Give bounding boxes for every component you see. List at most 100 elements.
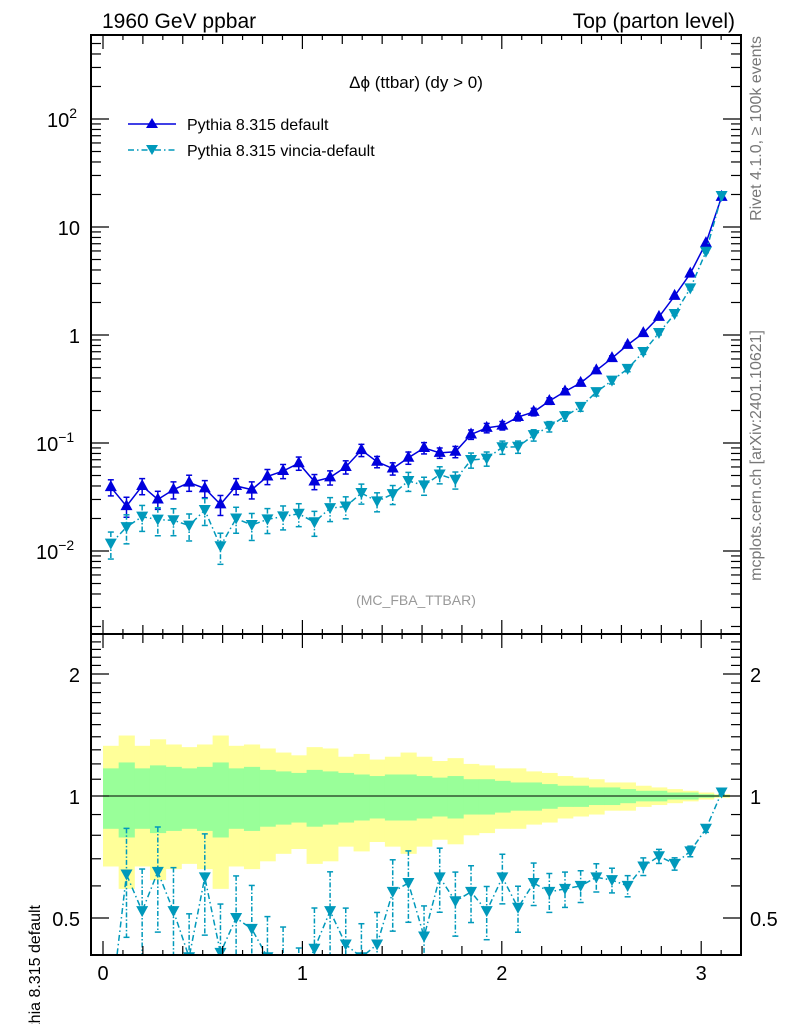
default-point-marker[interactable] xyxy=(324,470,337,482)
vincia-ratio-point-marker[interactable] xyxy=(339,939,352,951)
vincia-ratio-point-marker[interactable] xyxy=(480,906,493,918)
vincia-point-marker[interactable] xyxy=(230,513,243,525)
vincia-ratio-point-marker[interactable] xyxy=(433,872,446,884)
vincia-point-marker[interactable] xyxy=(574,401,587,413)
vincia-ratio-point-marker[interactable] xyxy=(715,787,728,799)
vincia-point-marker[interactable] xyxy=(136,511,149,523)
vincia-ratio-point-marker[interactable] xyxy=(151,866,164,878)
vincia-point-marker[interactable] xyxy=(512,441,525,453)
default-point-marker[interactable] xyxy=(668,288,681,300)
vincia-point-marker[interactable] xyxy=(684,283,697,295)
default-point-marker[interactable] xyxy=(449,444,462,456)
vincia-ratio-point-marker[interactable] xyxy=(699,823,712,835)
vincia-ratio-point-marker[interactable] xyxy=(574,880,587,892)
vincia-ratio-point-marker[interactable] xyxy=(512,902,525,914)
default-point-marker[interactable] xyxy=(308,474,321,486)
vincia-ratio-point-marker[interactable] xyxy=(402,878,415,890)
vincia-point-marker[interactable] xyxy=(449,474,462,486)
vincia-point-marker[interactable] xyxy=(292,508,305,520)
default-point-marker[interactable] xyxy=(198,481,211,493)
vincia-point-marker[interactable] xyxy=(715,190,728,202)
vincia-point-marker[interactable] xyxy=(308,517,321,529)
vincia-point-marker[interactable] xyxy=(590,387,603,399)
default-point-marker[interactable] xyxy=(245,482,258,494)
default-point-marker[interactable] xyxy=(621,337,634,349)
default-point-marker[interactable] xyxy=(558,384,571,396)
vincia-ratio-point-marker[interactable] xyxy=(308,943,321,955)
default-point-marker[interactable] xyxy=(637,326,650,338)
default-point-marker[interactable] xyxy=(339,459,352,471)
vincia-point-marker[interactable] xyxy=(496,442,509,454)
default-point-marker[interactable] xyxy=(386,461,399,473)
vincia-ratio-point-marker[interactable] xyxy=(527,878,540,890)
default-point-marker[interactable] xyxy=(104,480,117,492)
default-point-marker[interactable] xyxy=(292,456,305,468)
default-point-marker[interactable] xyxy=(418,440,431,452)
vincia-ratio-point-marker[interactable] xyxy=(371,939,384,951)
default-point-marker[interactable] xyxy=(167,482,180,494)
vincia-point-marker[interactable] xyxy=(104,538,117,550)
vincia-ratio-point-marker[interactable] xyxy=(465,886,478,898)
vincia-ratio-point-marker[interactable] xyxy=(120,869,133,881)
default-point-marker[interactable] xyxy=(652,309,665,321)
default-point-marker[interactable] xyxy=(151,492,164,504)
default-point-marker[interactable] xyxy=(465,427,478,439)
vincia-ratio-point-marker[interactable] xyxy=(105,1003,117,1014)
vincia-ratio-point-marker[interactable] xyxy=(418,931,431,943)
vincia-point-marker[interactable] xyxy=(433,469,446,481)
default-point-marker[interactable] xyxy=(480,420,493,432)
vincia-ratio-point-marker[interactable] xyxy=(245,923,258,935)
default-point-marker[interactable] xyxy=(355,443,368,455)
legend-item-vincia[interactable]: Pythia 8.315 vincia-default xyxy=(128,143,375,160)
vincia-ratio-point-marker[interactable] xyxy=(590,872,603,884)
default-point-marker[interactable] xyxy=(371,454,384,466)
default-point-marker[interactable] xyxy=(183,475,196,487)
vincia-point-marker[interactable] xyxy=(637,346,650,358)
vincia-ratio-point-marker[interactable] xyxy=(198,872,211,884)
default-point-marker[interactable] xyxy=(512,410,525,422)
vincia-point-marker[interactable] xyxy=(245,520,258,532)
vincia-point-marker[interactable] xyxy=(151,514,164,526)
vincia-ratio-point-marker[interactable] xyxy=(652,851,665,863)
vincia-point-marker[interactable] xyxy=(558,411,571,423)
vincia-point-marker[interactable] xyxy=(543,421,556,433)
vincia-point-marker[interactable] xyxy=(371,496,384,508)
vincia-point-marker[interactable] xyxy=(167,515,180,527)
vincia-point-marker[interactable] xyxy=(120,522,133,534)
vincia-ratio-point-marker[interactable] xyxy=(167,906,180,918)
vincia-point-marker[interactable] xyxy=(355,488,368,500)
vincia-ratio-point-marker[interactable] xyxy=(684,846,697,858)
vincia-point-marker[interactable] xyxy=(605,375,618,387)
default-point-marker[interactable] xyxy=(543,393,556,405)
vincia-ratio-point-marker[interactable] xyxy=(496,872,509,884)
default-point-marker[interactable] xyxy=(605,351,618,363)
vincia-point-marker[interactable] xyxy=(418,480,431,492)
vincia-point-marker[interactable] xyxy=(198,505,211,517)
default-point-marker[interactable] xyxy=(230,478,243,490)
default-point-marker[interactable] xyxy=(120,499,133,511)
default-point-marker[interactable] xyxy=(496,418,509,430)
default-point-marker[interactable] xyxy=(699,236,712,248)
default-point-marker[interactable] xyxy=(136,478,149,490)
vincia-point-marker[interactable] xyxy=(402,475,415,487)
vincia-ratio-point-marker[interactable] xyxy=(449,896,462,908)
default-point-marker[interactable] xyxy=(261,469,274,481)
vincia-point-marker[interactable] xyxy=(277,511,290,523)
vincia-point-marker[interactable] xyxy=(527,430,540,442)
vincia-point-marker[interactable] xyxy=(386,489,399,501)
vincia-point-marker[interactable] xyxy=(214,541,227,553)
vincia-point-marker[interactable] xyxy=(668,309,681,321)
vincia-ratio-point-marker[interactable] xyxy=(637,861,650,873)
default-point-marker[interactable] xyxy=(684,266,697,278)
vincia-point-marker[interactable] xyxy=(699,246,712,258)
vincia-ratio-point-marker[interactable] xyxy=(277,961,289,972)
vincia-ratio-point-marker[interactable] xyxy=(543,886,556,898)
default-point-marker[interactable] xyxy=(590,363,603,375)
vincia-point-marker[interactable] xyxy=(339,501,352,513)
vincia-point-marker[interactable] xyxy=(652,327,665,339)
default-point-marker[interactable] xyxy=(214,497,227,509)
vincia-ratio-point-marker[interactable] xyxy=(261,952,274,963)
vincia-point-marker[interactable] xyxy=(261,514,274,526)
vincia-ratio-point-marker[interactable] xyxy=(668,858,681,870)
vincia-ratio-point-marker[interactable] xyxy=(386,886,399,898)
